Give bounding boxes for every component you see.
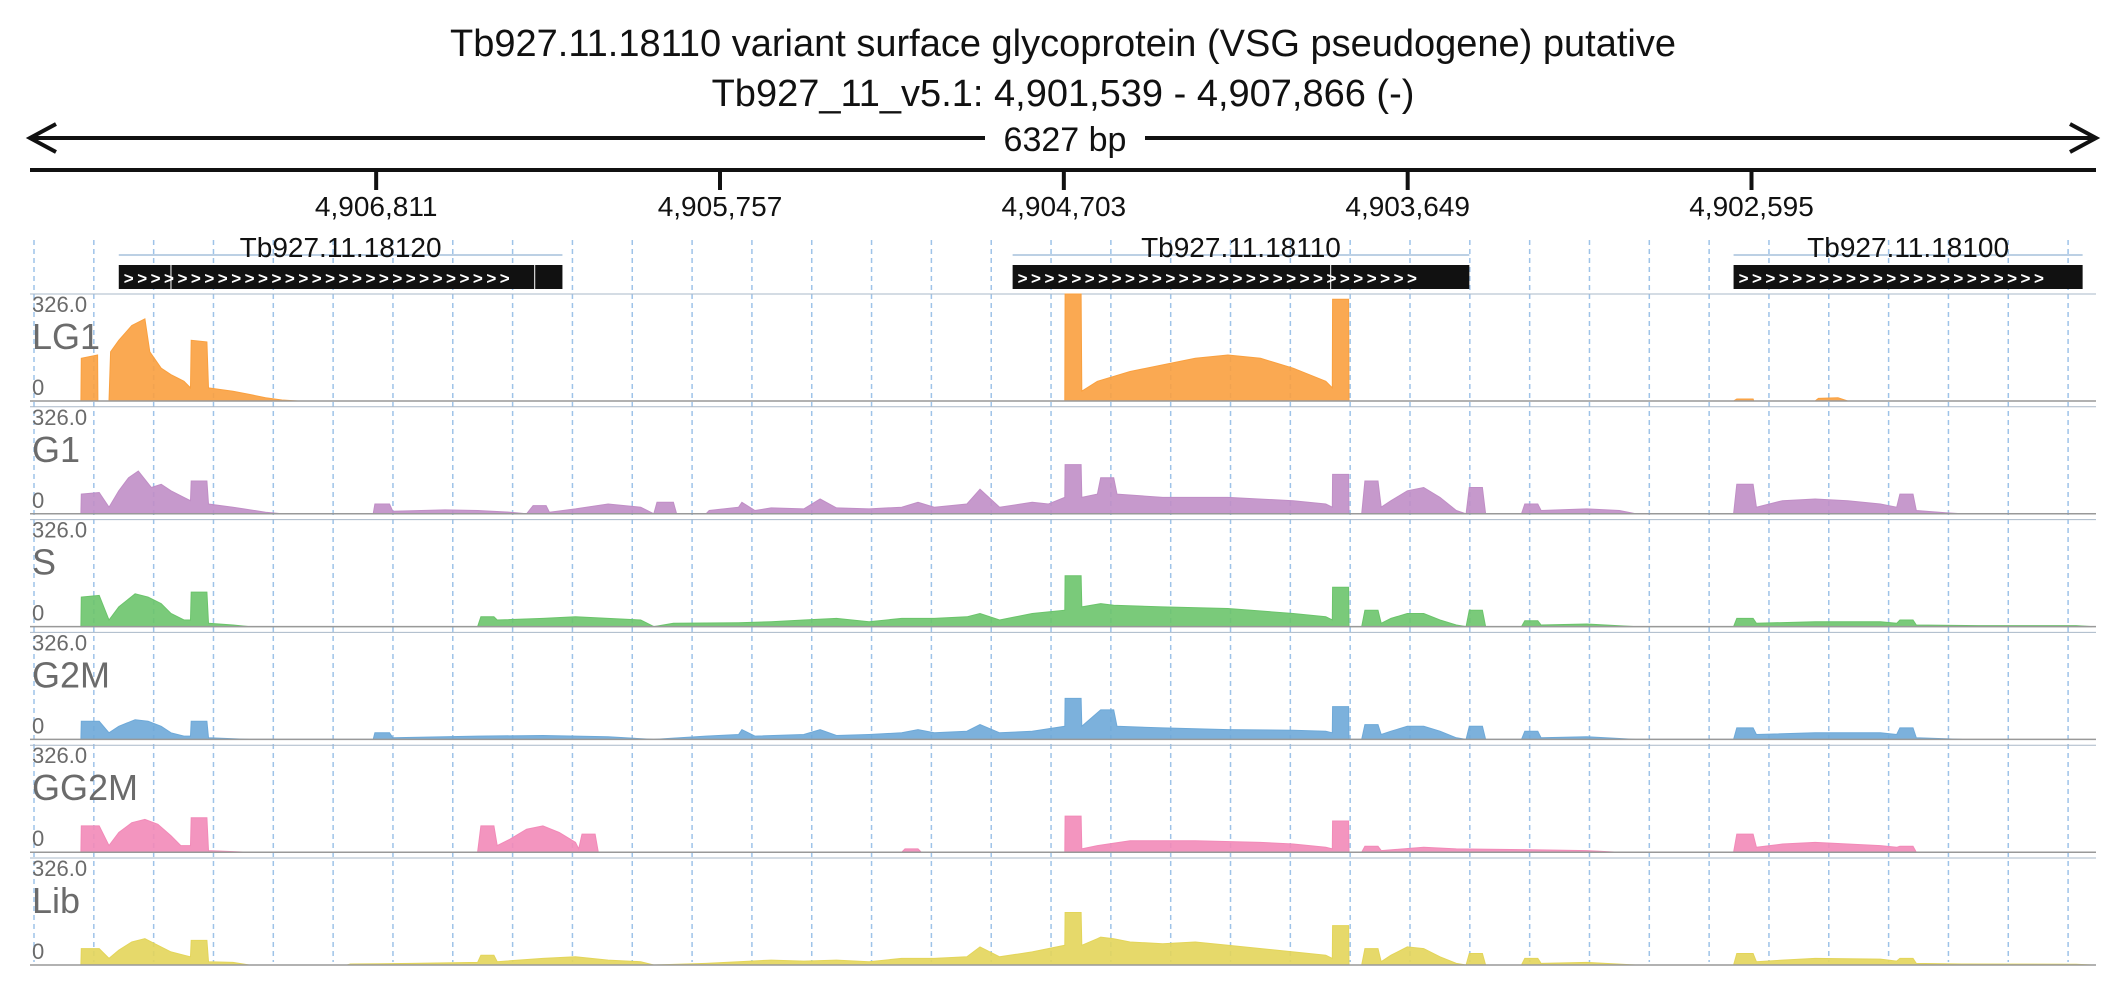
y-max-label: 326.0 bbox=[32, 292, 87, 317]
span-length-label: 6327 bp bbox=[1004, 121, 1127, 159]
gene-label: Tb927.11.18110 bbox=[1141, 232, 1341, 263]
coverage-area bbox=[80, 815, 1918, 853]
track-lib: 326.0 0 Lib bbox=[30, 856, 2096, 966]
track-gg2m: 326.0 0 GG2M bbox=[30, 743, 2096, 853]
track-g1: 326.0 0 G1 bbox=[30, 405, 2096, 515]
y-max-label: 326.0 bbox=[32, 630, 87, 655]
gene-strand-arrows: >>>>>>>>>>>>>>>>>>>>>>> bbox=[1739, 269, 2048, 288]
gene-label: Tb927.11.18120 bbox=[240, 232, 442, 263]
gene-strand-arrows: >>>>>>>>>>>>>>>>>>>>>>>>>>>>>> bbox=[1018, 269, 1421, 288]
gene-body bbox=[118, 265, 563, 289]
span-arrow: 6327 bp bbox=[25, 121, 2101, 159]
gene-strand-arrows: >>>>>>>>>>>>>>>>>>>>>>>>>>>>> bbox=[124, 269, 513, 288]
coverage-area bbox=[80, 464, 1962, 515]
span-arrow-right-head bbox=[2069, 122, 2101, 154]
coverage-area bbox=[80, 575, 2093, 628]
y-min-label: 0 bbox=[32, 939, 44, 964]
track-name: G1 bbox=[32, 429, 80, 470]
gene-body bbox=[1733, 265, 2083, 289]
ruler-tick-label: 4,903,649 bbox=[1345, 191, 1470, 222]
span-arrow-left-head bbox=[25, 122, 57, 154]
track-lg1: 326.0 0 LG1 bbox=[30, 292, 2096, 402]
y-min-label: 0 bbox=[32, 375, 44, 400]
ruler-ticks: 4,906,811 4,905,757 4,904,703 4,903,649 4,90… bbox=[315, 170, 1814, 222]
y-max-label: 326.0 bbox=[32, 405, 87, 430]
y-min-label: 0 bbox=[32, 713, 44, 738]
y-max-label: 326.0 bbox=[32, 743, 87, 768]
y-max-label: 326.0 bbox=[32, 856, 87, 881]
y-min-label: 0 bbox=[32, 601, 44, 626]
gene-title: Tb927.11.18110 variant surface glycoprot… bbox=[450, 23, 1676, 65]
ruler-tick-label: 4,905,757 bbox=[658, 191, 783, 222]
y-min-label: 0 bbox=[32, 488, 44, 513]
genomic-location: Tb927_11_v5.1: 4,901,539 - 4,907,866 (-) bbox=[711, 73, 1415, 115]
gene-label: Tb927.11.18100 bbox=[1807, 232, 2009, 263]
track-name: GG2M bbox=[32, 767, 138, 808]
grid-lines bbox=[33, 240, 2069, 962]
track-name: Lib bbox=[32, 880, 80, 921]
coverage-area bbox=[80, 293, 1848, 402]
track-name: S bbox=[32, 542, 56, 583]
ruler-tick-label: 4,902,595 bbox=[1689, 191, 1814, 222]
gene-track: >>>>>>>>>>>>>>>>>>>>>>>>>>>>> Tb927.11.18… bbox=[118, 232, 2083, 289]
coverage-area bbox=[80, 912, 2093, 966]
track-g2m: 326.0 0 G2M bbox=[30, 630, 2096, 741]
track-name: LG1 bbox=[32, 316, 100, 357]
y-min-label: 0 bbox=[32, 826, 44, 851]
ruler-tick-label: 4,906,811 bbox=[315, 191, 438, 222]
coverage-tracks: 326.00LG1326.00G1326.00S326.00G2M326.00G… bbox=[30, 292, 2096, 966]
ruler-tick-label: 4,904,703 bbox=[1002, 191, 1127, 222]
coverage-area bbox=[80, 697, 1962, 740]
track-name: G2M bbox=[32, 654, 110, 695]
y-max-label: 326.0 bbox=[32, 518, 87, 543]
track-s: 326.0 0 S bbox=[30, 518, 2096, 628]
gene-body bbox=[1012, 265, 1470, 289]
